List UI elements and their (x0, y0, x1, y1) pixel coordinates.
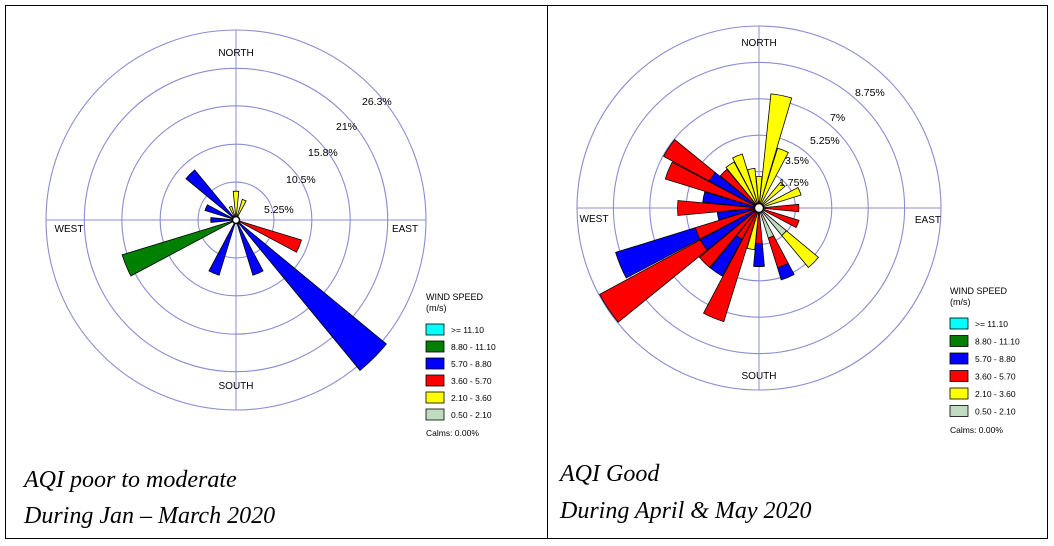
petal-segment (763, 203, 800, 213)
wind-speed-legend: WIND SPEED(m/s) >= 11.10 8.80 - 11.10 5.70 … (425, 292, 496, 438)
legend-item-label: >= 11.10 (975, 319, 1008, 329)
legend-item-label: 3.60 - 5.70 (451, 376, 492, 386)
legend-item-label: 5.70 - 8.80 (975, 354, 1016, 364)
petal-segment (767, 235, 789, 269)
petal-segment (702, 211, 759, 323)
petal-segment (237, 221, 387, 371)
legend-item-label: 5.70 - 8.80 (451, 359, 492, 369)
petal-segment (210, 217, 233, 223)
petal-segment (781, 230, 820, 269)
legend-title: WIND SPEED (950, 286, 1008, 296)
windrose-chart-jan-march: NORTH EAST SOUTH WEST 5.25% 10.5% 15.8% 21% 26.3… (45, 29, 496, 438)
direction-label-east: EAST (392, 224, 418, 235)
petal-segment (236, 198, 247, 218)
legend-swatch (425, 408, 445, 421)
legend-title: WIND SPEED (426, 292, 484, 302)
petal-segment (677, 200, 755, 216)
legend-swatch (425, 391, 445, 404)
legend-calms: Calms: 0.00% (426, 428, 479, 438)
legend-item-label: 0.50 - 2.10 (975, 407, 1016, 417)
petal-segment (762, 208, 800, 229)
rose-petals (121, 169, 387, 371)
legend-item-label: 2.10 - 3.60 (975, 389, 1016, 399)
ring-label: 10.5% (286, 174, 316, 186)
ring-label: 1.75% (779, 177, 809, 189)
direction-label-west: WEST (55, 224, 84, 235)
legend-swatch (425, 323, 445, 336)
caption-period: During Jan – March 2020 (24, 503, 276, 529)
direction-label-west: WEST (580, 214, 609, 225)
panel-divider (547, 5, 548, 539)
legend-units: (m/s) (950, 297, 971, 307)
caption-period: During April & May 2020 (560, 498, 812, 524)
windrose-panel-april-may: NORTH EAST SOUTH WEST 1.75% 3.5% 5.25% 7% 8.75% W… (548, 6, 1047, 538)
petal-segment (208, 222, 236, 276)
legend-swatch (949, 335, 969, 347)
ring-label: 8.75% (855, 87, 885, 99)
direction-label-east: EAST (915, 215, 941, 226)
ring-label: 3.5% (785, 155, 809, 167)
petal-segment (121, 220, 234, 277)
windrose-chart-april-may: NORTH EAST SOUTH WEST 1.75% 3.5%5.25% 7% 8.75% W… (576, 25, 1020, 435)
legend-swatch (949, 317, 969, 330)
petal-segment (761, 181, 786, 206)
legend-swatch (425, 374, 445, 387)
petal-segment (753, 243, 765, 267)
petal-segment (709, 235, 743, 277)
legend-item-label: >= 11.10 (451, 325, 484, 335)
legend-swatch (949, 370, 969, 382)
petal-segment (232, 190, 240, 217)
ring-label: 15.8% (308, 147, 338, 159)
direction-label-south: SOUTH (742, 371, 777, 382)
rose-hub (753, 202, 765, 214)
legend-swatch (425, 340, 445, 353)
direction-label-north: NORTH (741, 38, 776, 49)
caption-aqi-status: AQI poor to moderate (24, 467, 237, 493)
legend-swatch (949, 387, 969, 400)
ring-label: 5.25% (810, 135, 840, 147)
legend-item-label: 2.10 - 3.60 (451, 393, 492, 403)
petal-segment (747, 167, 759, 205)
petal-segment (664, 161, 756, 208)
petal-segment (236, 222, 264, 276)
legend-calms: Calms: 0.00% (950, 425, 1003, 435)
wind-speed-legend: WIND SPEED(m/s) >= 11.10 8.80 - 11.10 5.70 … (949, 286, 1020, 435)
legend-item-label: 8.80 - 11.10 (451, 342, 496, 352)
petal-segment (663, 139, 716, 182)
legend-swatch (425, 357, 445, 370)
direction-label-south: SOUTH (219, 381, 254, 392)
windrose-panel-jan-march: NORTH EAST SOUTH WEST 5.25% 10.5% 15.8% 21% 26.3… (6, 6, 547, 538)
ring-label: 21% (336, 121, 357, 133)
legend-item-label: 0.50 - 2.10 (451, 410, 492, 420)
legend-swatch (949, 405, 969, 417)
petal-segment (759, 93, 793, 205)
legend-item-label: 3.60 - 5.70 (975, 372, 1016, 382)
rose-petals (599, 93, 820, 323)
petal-segment (228, 205, 236, 218)
petal-segment (599, 239, 708, 323)
legend-item-label: 8.80 - 11.10 (975, 337, 1020, 347)
figure-frame (5, 5, 1048, 539)
petal-segment (238, 220, 302, 253)
petal-segment (762, 186, 802, 208)
ring-label: 5.25% (264, 204, 294, 216)
ring-label: 26.3% (362, 96, 392, 108)
petal-segment (204, 204, 234, 220)
legend-units: (m/s) (426, 303, 447, 313)
rose-hub (231, 215, 241, 225)
direction-label-north: NORTH (218, 48, 253, 59)
petal-segment (185, 169, 235, 219)
legend-swatch (949, 352, 969, 365)
petal-segment (777, 262, 795, 281)
ring-label: 7% (830, 112, 845, 124)
petal-segment (698, 210, 757, 269)
caption-aqi-status: AQI Good (560, 461, 660, 487)
petal-segment (759, 147, 789, 205)
petal-segment (615, 227, 701, 279)
